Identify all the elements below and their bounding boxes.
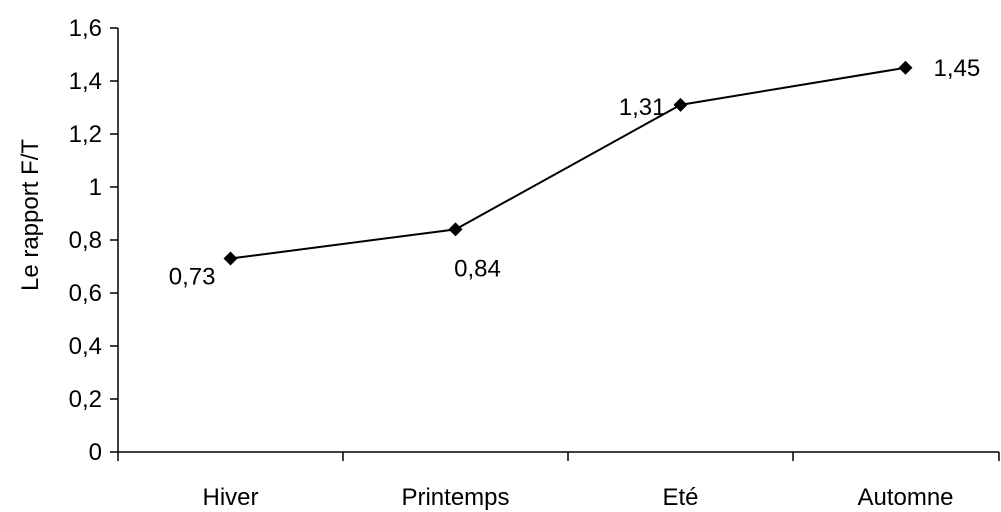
y-tick-label: 1,6 <box>69 15 102 42</box>
data-label: 1,31 <box>619 94 666 121</box>
y-tick-label: 0,2 <box>69 386 102 413</box>
y-tick-label: 1,4 <box>69 68 102 95</box>
y-axis: 0 0,2 0,4 0,6 0,8 1 1,2 1,4 1,6 <box>69 15 119 466</box>
x-tick-label: Hiver <box>202 484 258 511</box>
series-group: 0,73 0,84 1,31 1,45 <box>169 55 980 291</box>
y-tick-label: 0,4 <box>69 333 102 360</box>
y-tick-label: 1,2 <box>69 121 102 148</box>
data-point-marker <box>223 251 238 266</box>
data-point-marker <box>673 97 688 112</box>
data-label: 0,84 <box>454 255 501 282</box>
data-label: 1,45 <box>934 55 981 82</box>
y-axis-title: Le rapport F/T <box>17 139 44 291</box>
x-axis: Hiver Printemps Eté Automne <box>117 451 1000 511</box>
y-tick-label: 1 <box>89 174 102 201</box>
series-line <box>230 66 906 260</box>
data-point-marker <box>898 60 913 75</box>
data-point-marker <box>448 222 463 237</box>
x-tick-label: Eté <box>662 484 698 511</box>
y-tick-label: 0 <box>89 439 102 466</box>
data-label: 0,73 <box>169 264 216 291</box>
x-tick-label: Printemps <box>401 484 509 511</box>
x-tick-label: Automne <box>857 484 953 511</box>
y-tick-label: 0,6 <box>69 280 102 307</box>
y-tick-label: 0,8 <box>69 227 102 254</box>
